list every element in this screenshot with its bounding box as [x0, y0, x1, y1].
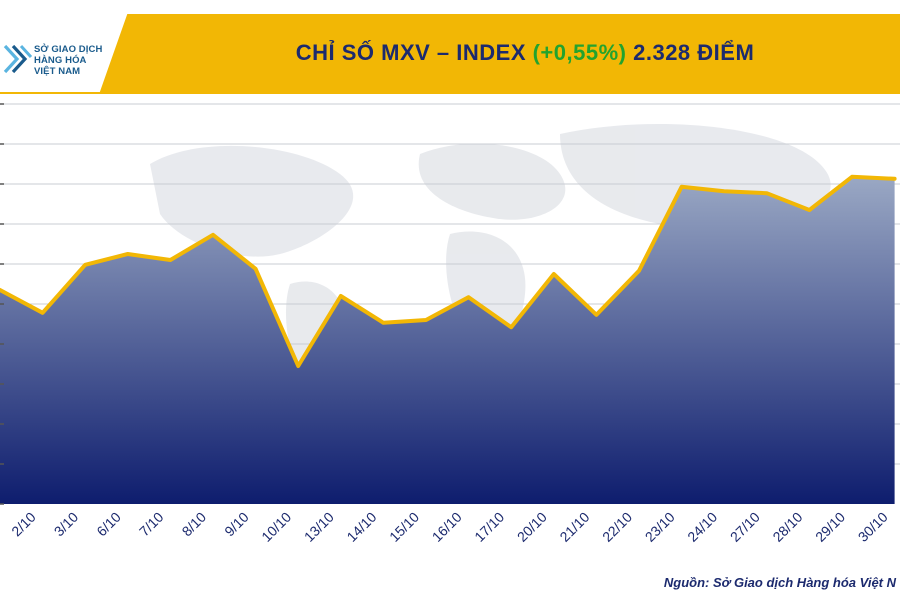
- x-tick-label: 30/10: [855, 509, 891, 545]
- index-series-line: [0, 174, 897, 368]
- x-tick-label: 14/10: [343, 509, 379, 545]
- x-tick-label: 24/10: [684, 509, 720, 545]
- x-tick-label: 15/10: [386, 509, 422, 545]
- x-tick-label: 20/10: [514, 509, 550, 545]
- logo-line-3: VIỆT NAM: [34, 66, 81, 77]
- x-tick-label: 7/10: [136, 509, 167, 540]
- x-tick-label: 3/10: [51, 509, 82, 540]
- logo-line-1: SỞ GIAO DỊCH: [34, 44, 103, 55]
- x-tick-label: 16/10: [429, 509, 465, 545]
- x-tick-label: 10/10: [258, 509, 294, 545]
- y-axis-ticks: [0, 103, 4, 505]
- x-tick-label: 21/10: [556, 509, 592, 545]
- x-tick-label: 17/10: [471, 509, 507, 545]
- x-tick-label: 28/10: [769, 509, 805, 545]
- title-prefix: CHỈ SỐ MXV – INDEX: [295, 40, 533, 65]
- chart-title: CHỈ SỐ MXV – INDEX (+0,55%) 2.328 ĐIỂM: [150, 40, 900, 66]
- x-tick-label: 9/10: [221, 509, 252, 540]
- x-tick-label: 6/10: [93, 509, 124, 540]
- x-tick-label: 2/10: [8, 509, 39, 540]
- logo-line-2: HÀNG HÓA: [34, 55, 87, 66]
- x-tick-label: 27/10: [727, 509, 763, 545]
- title-change: (+0,55%): [532, 40, 627, 65]
- logo-chevrons-icon: [3, 44, 33, 74]
- x-tick-label: 29/10: [812, 509, 848, 545]
- x-tick-label: 13/10: [301, 509, 337, 545]
- source-note: Nguồn: Sở Giao dịch Hàng hóa Việt N: [663, 575, 896, 590]
- index-area-fill: [0, 176, 895, 505]
- header-bar: [0, 14, 900, 94]
- x-tick-label: 22/10: [599, 509, 635, 545]
- index-line-chart: 1/102/103/106/107/108/109/1010/1013/1014…: [0, 103, 900, 545]
- x-tick-label: 23/10: [642, 509, 678, 545]
- x-axis-labels: 1/102/103/106/107/108/109/1010/1013/1014…: [8, 509, 891, 545]
- title-suffix: 2.328 ĐIỂM: [626, 40, 755, 65]
- logo-text: SỞ GIAO DỊCH HÀNG HÓA VIỆT NAM: [34, 44, 124, 77]
- x-tick-label: 8/10: [179, 509, 210, 540]
